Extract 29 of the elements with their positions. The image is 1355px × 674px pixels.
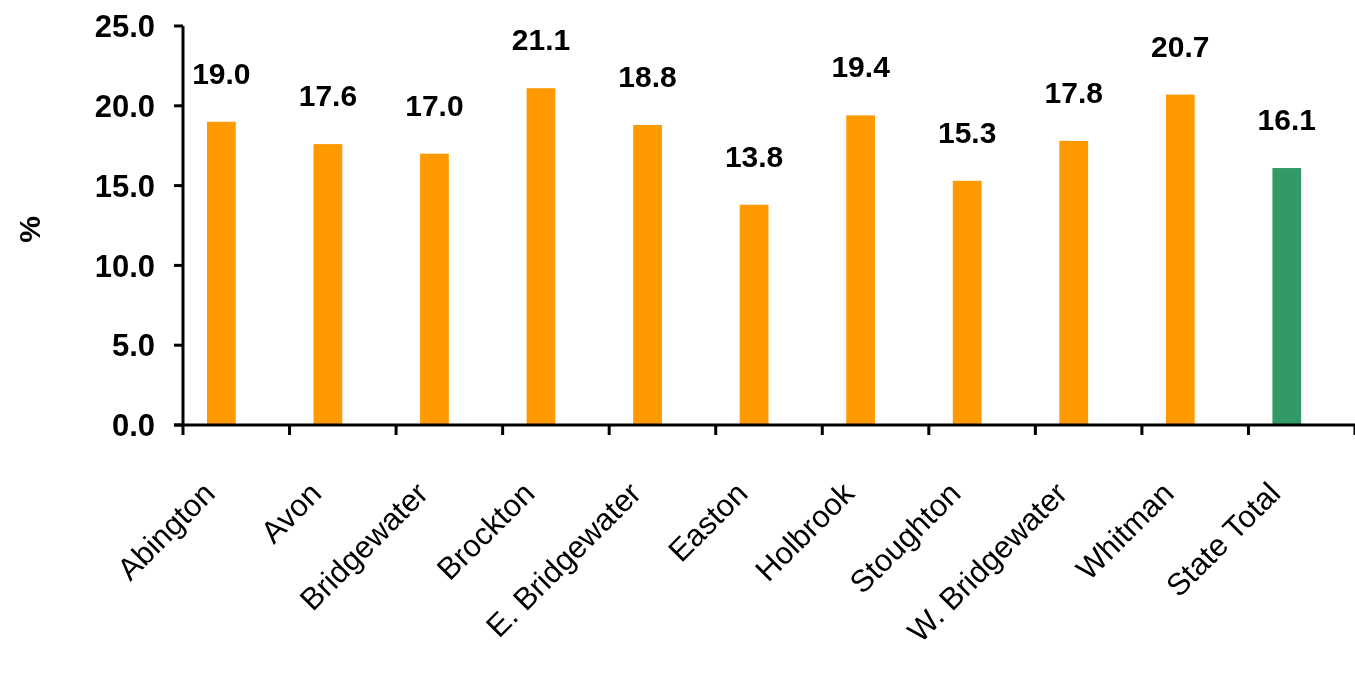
- y-tick-label: 5.0: [111, 328, 155, 364]
- bar: [420, 153, 449, 425]
- data-label: 13.8: [724, 139, 784, 173]
- data-label: 17.6: [298, 79, 358, 113]
- bar: [526, 88, 556, 425]
- y-axis-title: %: [13, 216, 46, 243]
- data-label: 17.0: [405, 88, 464, 122]
- data-label: 19.0: [192, 56, 251, 90]
- bar: [206, 121, 236, 425]
- bar: [1165, 94, 1195, 425]
- y-tick-label: 0.0: [111, 408, 155, 444]
- bar: [846, 115, 876, 425]
- bar: [313, 144, 343, 425]
- y-tick-label: 15.0: [94, 168, 155, 204]
- data-label: 20.7: [1151, 29, 1210, 63]
- data-label: 21.1: [511, 23, 571, 57]
- bar: [739, 204, 769, 425]
- data-label: 15.3: [937, 115, 997, 149]
- y-tick-label: 20.0: [94, 88, 155, 124]
- y-tick-label: 10.0: [94, 248, 155, 284]
- bar: [633, 124, 662, 425]
- bar: [952, 180, 982, 425]
- data-label: 18.8: [618, 59, 677, 93]
- data-label: 16.1: [1257, 103, 1317, 137]
- data-label: 17.8: [1044, 75, 1103, 109]
- y-tick-label: 25.0: [94, 9, 155, 45]
- bar: [1272, 168, 1302, 425]
- bar: [1059, 140, 1089, 425]
- data-label: 19.4: [831, 50, 891, 84]
